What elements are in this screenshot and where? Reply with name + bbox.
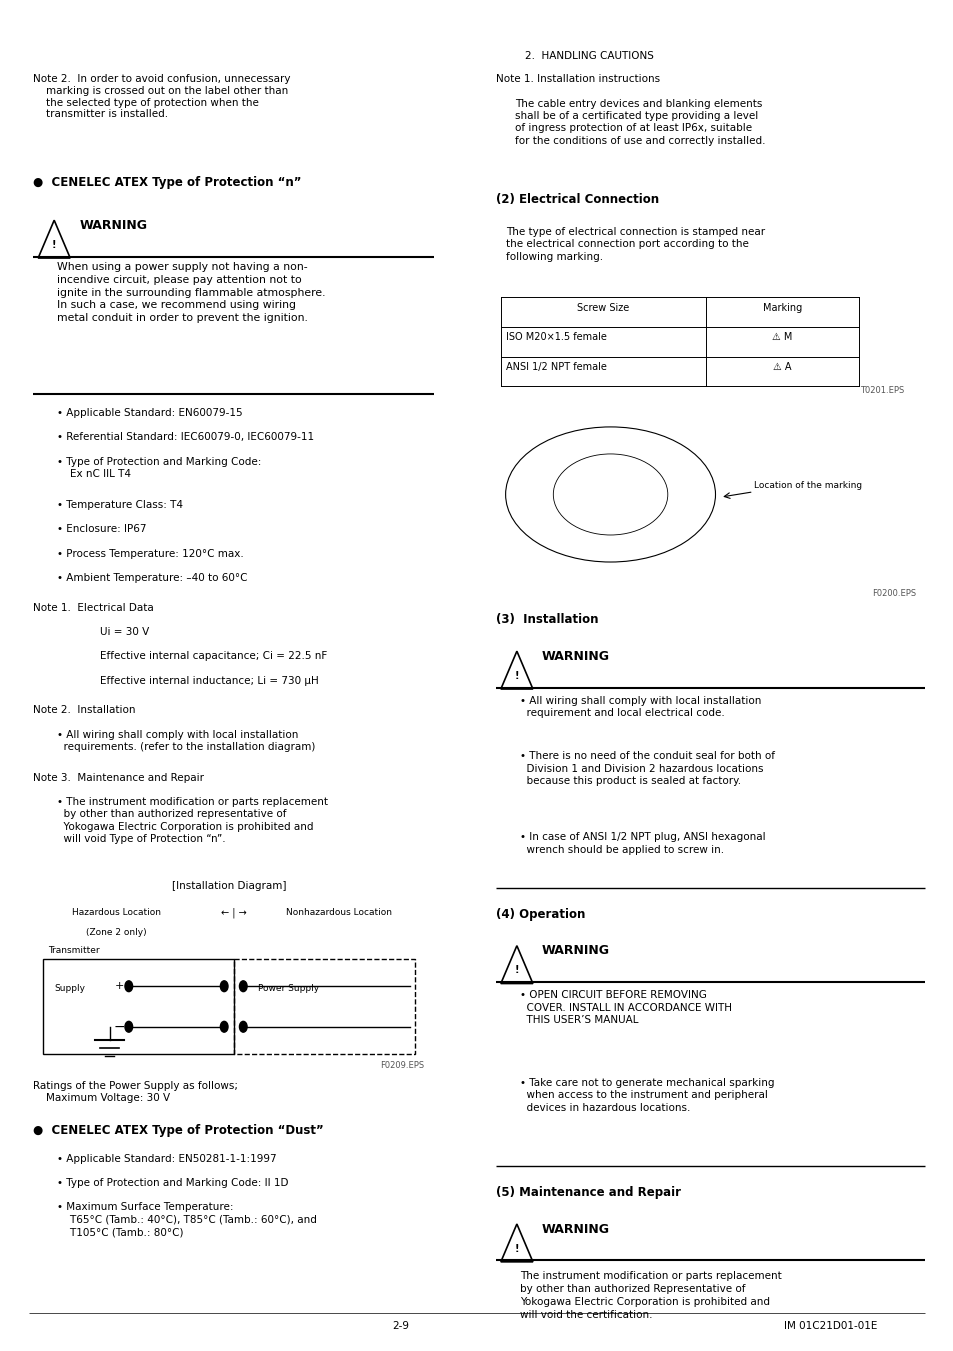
Text: The cable entry devices and blanking elements
shall be of a certificated type pr: The cable entry devices and blanking ele… (515, 99, 765, 146)
Text: Marking: Marking (761, 303, 801, 312)
Text: • Maximum Surface Temperature:
    T65°C (Tamb.: 40°C), T85°C (Tamb.: 60°C), and: • Maximum Surface Temperature: T65°C (Ta… (57, 1202, 316, 1238)
Text: • Process Temperature: 120°C max.: • Process Temperature: 120°C max. (57, 549, 244, 558)
Text: Effective internal capacitance; Ci = 22.5 nF: Effective internal capacitance; Ci = 22.… (100, 651, 327, 661)
Text: (4) Operation: (4) Operation (496, 908, 585, 921)
Text: • All wiring shall comply with local installation
  requirements. (refer to the : • All wiring shall comply with local ins… (57, 730, 315, 753)
Text: 2.  HANDLING CAUTIONS: 2. HANDLING CAUTIONS (524, 51, 653, 61)
Text: The instrument modification or parts replacement
by other than authorized Repres: The instrument modification or parts rep… (519, 1271, 781, 1320)
Text: Power Supply: Power Supply (257, 984, 318, 993)
Text: • All wiring shall comply with local installation
  requirement and local electr: • All wiring shall comply with local ins… (519, 696, 760, 719)
Text: • Temperature Class: T4: • Temperature Class: T4 (57, 500, 183, 509)
Circle shape (125, 1021, 132, 1032)
Text: Ratings of the Power Supply as follows;
    Maximum Voltage: 30 V: Ratings of the Power Supply as follows; … (33, 1081, 238, 1104)
Text: Note 1.  Electrical Data: Note 1. Electrical Data (33, 603, 154, 612)
Text: Supply: Supply (54, 984, 85, 993)
Text: −: − (113, 1020, 125, 1034)
Text: [Installation Diagram]: [Installation Diagram] (172, 881, 286, 890)
Text: • In case of ANSI 1/2 NPT plug, ANSI hexagonal
  wrench should be applied to scr: • In case of ANSI 1/2 NPT plug, ANSI hex… (519, 832, 764, 855)
Text: (2) Electrical Connection: (2) Electrical Connection (496, 193, 659, 207)
Text: • Applicable Standard: EN60079-15: • Applicable Standard: EN60079-15 (57, 408, 243, 417)
Text: • Enclosure: IP67: • Enclosure: IP67 (57, 524, 147, 534)
Text: • Referential Standard: IEC60079-0, IEC60079-11: • Referential Standard: IEC60079-0, IEC6… (57, 432, 314, 442)
Text: The type of electrical connection is stamped near
the electrical connection port: The type of electrical connection is sta… (505, 227, 764, 262)
Text: Transmitter: Transmitter (48, 946, 99, 955)
Circle shape (220, 981, 228, 992)
Text: !: ! (514, 965, 518, 975)
Text: F0200.EPS: F0200.EPS (871, 589, 915, 598)
Text: Note 2.  In order to avoid confusion, unnecessary
    marking is crossed out on : Note 2. In order to avoid confusion, unn… (33, 74, 291, 119)
Text: F0209.EPS: F0209.EPS (380, 1061, 424, 1070)
Text: T0201.EPS: T0201.EPS (860, 386, 903, 396)
Text: ISO M20×1.5 female: ISO M20×1.5 female (505, 332, 606, 342)
Text: ⚠ A: ⚠ A (772, 362, 791, 372)
Text: ⚠ M: ⚠ M (771, 332, 792, 342)
Text: • OPEN CIRCUIT BEFORE REMOVING
  COVER. INSTALL IN ACCORDANCE WITH
  THIS USER’S: • OPEN CIRCUIT BEFORE REMOVING COVER. IN… (519, 990, 731, 1025)
Circle shape (239, 1021, 247, 1032)
Text: Hazardous Location: Hazardous Location (71, 908, 160, 917)
Text: • Type of Protection and Marking Code: II 1D: • Type of Protection and Marking Code: I… (57, 1178, 289, 1188)
Text: Effective internal inductance; Li = 730 μH: Effective internal inductance; Li = 730 … (100, 676, 318, 685)
Text: When using a power supply not having a non-
incendive circuit, please pay attent: When using a power supply not having a n… (57, 262, 325, 323)
Text: WARNING: WARNING (79, 219, 147, 232)
Text: Screw Size: Screw Size (577, 303, 629, 312)
Circle shape (239, 981, 247, 992)
Text: • Type of Protection and Marking Code:
    Ex nC IIL T4: • Type of Protection and Marking Code: E… (57, 457, 261, 480)
Circle shape (220, 1021, 228, 1032)
Text: • Ambient Temperature: –40 to 60°C: • Ambient Temperature: –40 to 60°C (57, 573, 248, 582)
Text: !: ! (514, 670, 518, 681)
Circle shape (125, 981, 132, 992)
Text: ●  CENELEC ATEX Type of Protection “n”: ● CENELEC ATEX Type of Protection “n” (33, 176, 301, 189)
Text: IM 01C21D01-01E: IM 01C21D01-01E (783, 1321, 877, 1331)
Text: Nonhazardous Location: Nonhazardous Location (286, 908, 392, 917)
Text: Location of the marking: Location of the marking (753, 481, 861, 490)
Text: Note 3.  Maintenance and Repair: Note 3. Maintenance and Repair (33, 773, 204, 782)
Text: !: ! (51, 239, 56, 250)
Text: WARNING: WARNING (541, 1223, 609, 1236)
Text: • Take care not to generate mechanical sparking
  when access to the instrument : • Take care not to generate mechanical s… (519, 1078, 774, 1113)
Text: (Zone 2 only): (Zone 2 only) (86, 928, 147, 938)
Text: WARNING: WARNING (541, 650, 609, 663)
Text: Note 2.  Installation: Note 2. Installation (33, 705, 135, 715)
Text: WARNING: WARNING (541, 944, 609, 958)
Text: 2-9: 2-9 (392, 1321, 409, 1331)
Text: ← | →: ← | → (221, 908, 246, 919)
Text: ●  CENELEC ATEX Type of Protection “Dust”: ● CENELEC ATEX Type of Protection “Dust” (33, 1124, 324, 1138)
Text: ANSI 1/2 NPT female: ANSI 1/2 NPT female (505, 362, 606, 372)
Text: Ui = 30 V: Ui = 30 V (100, 627, 150, 636)
Text: • There is no need of the conduit seal for both of
  Division 1 and Division 2 h: • There is no need of the conduit seal f… (519, 751, 774, 786)
Text: • Applicable Standard: EN50281-1-1:1997: • Applicable Standard: EN50281-1-1:1997 (57, 1154, 276, 1163)
Text: (5) Maintenance and Repair: (5) Maintenance and Repair (496, 1186, 680, 1200)
Text: +: + (114, 981, 124, 992)
Text: !: ! (514, 1243, 518, 1254)
Text: Note 1. Installation instructions: Note 1. Installation instructions (496, 74, 659, 84)
Text: • The instrument modification or parts replacement
  by other than authorized re: • The instrument modification or parts r… (57, 797, 328, 844)
Text: (3)  Installation: (3) Installation (496, 613, 598, 627)
